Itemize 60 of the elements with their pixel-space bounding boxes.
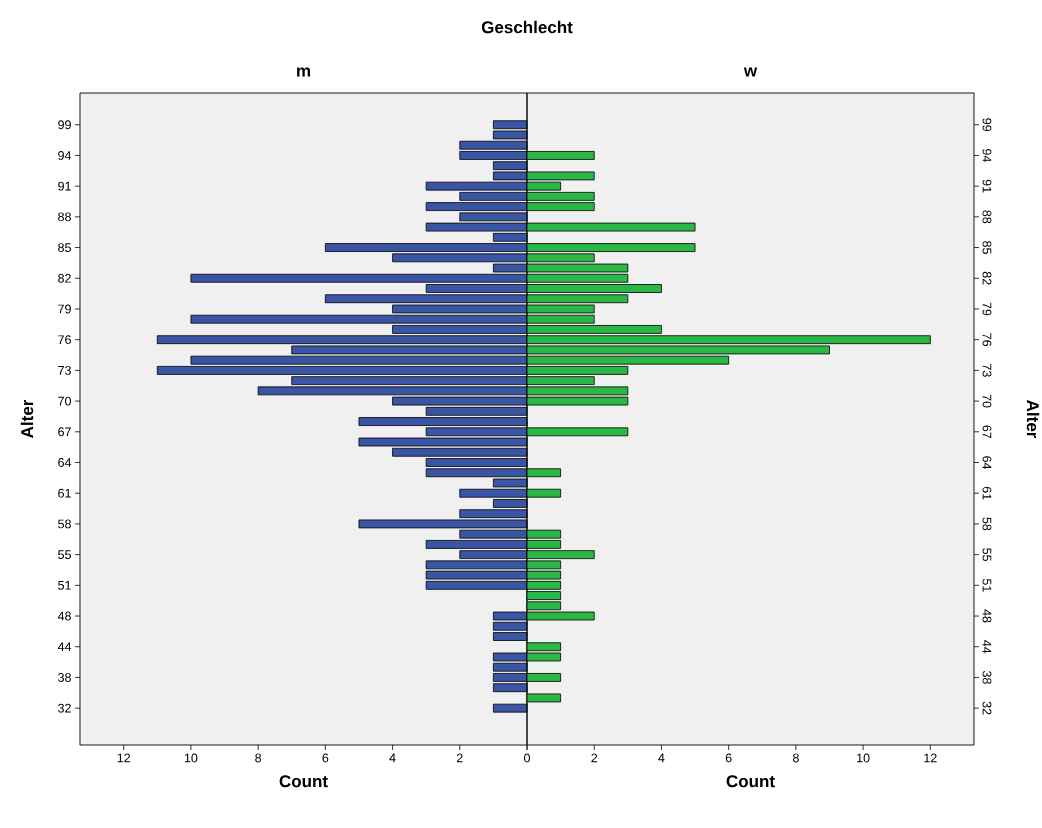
y-tick-label: 73 <box>58 365 71 375</box>
x-tick-label: 2 <box>456 753 463 763</box>
x-tick-label: 10 <box>184 753 198 763</box>
x-tick-label: 8 <box>255 753 262 763</box>
x-tick-label: 8 <box>792 753 799 763</box>
y-axis-title: Alter <box>20 399 34 438</box>
x-axis-title: Count <box>279 775 328 788</box>
y-tick-label: 44 <box>982 640 992 654</box>
x-tick-label: 12 <box>117 753 131 763</box>
y-tick-label: 67 <box>982 425 992 439</box>
y-tick-label: 73 <box>982 364 992 377</box>
x-tick-label: 0 <box>524 753 530 763</box>
y-tick-label: 82 <box>982 271 992 285</box>
chart-subtitle: w <box>743 67 758 77</box>
y-tick-label: 64 <box>982 456 992 470</box>
y-tick-label: 76 <box>58 335 71 345</box>
x-tick-label: 4 <box>658 753 665 763</box>
y-tick-label: 99 <box>58 120 71 130</box>
y-tick-label: 32 <box>982 701 992 715</box>
y-tick-label: 55 <box>58 550 71 559</box>
y-tick-label: 51 <box>982 578 992 592</box>
y-tick-label: 67 <box>58 427 71 437</box>
y-tick-label: 61 <box>58 488 71 498</box>
y-tick-label: 94 <box>982 149 992 163</box>
y-tick-label: 91 <box>982 179 992 193</box>
y-tick-label: 99 <box>982 118 992 132</box>
x-tick-label: 12 <box>924 753 937 763</box>
y-tick-label: 51 <box>58 580 71 590</box>
y-tick-label: 82 <box>58 273 71 283</box>
y-tick-label: 88 <box>982 210 992 224</box>
chart-subtitle: m <box>297 67 310 77</box>
y-tick-label: 88 <box>58 212 71 222</box>
y-tick-label: 85 <box>58 243 71 252</box>
y-tick-label: 38 <box>982 670 992 684</box>
y-tick-label: 79 <box>982 302 992 316</box>
y-tick-label: 70 <box>58 396 71 406</box>
y-tick-label: 58 <box>982 517 992 531</box>
y-tick-label: 44 <box>57 642 72 652</box>
chart-title: Geschlecht <box>481 20 573 34</box>
y-tick-label: 38 <box>58 673 71 682</box>
y-tick-label: 70 <box>982 394 992 408</box>
y-tick-label: 94 <box>58 151 72 160</box>
y-tick-label: 58 <box>58 519 71 529</box>
x-tick-label: 2 <box>591 753 598 763</box>
x-tick-label: 6 <box>725 753 732 763</box>
y-axis-title: Alter <box>1026 400 1040 439</box>
y-tick-label: 79 <box>58 304 71 314</box>
x-tick-label: 6 <box>322 753 329 763</box>
y-tick-label: 61 <box>982 486 992 500</box>
y-tick-label: 32 <box>58 703 71 713</box>
y-tick-label: 64 <box>58 458 72 467</box>
x-tick-label: 10 <box>857 753 870 763</box>
x-axis-title: Count <box>726 775 775 788</box>
y-tick-label: 48 <box>57 611 71 621</box>
y-tick-label: 85 <box>982 241 992 254</box>
x-tick-label: 4 <box>389 753 396 763</box>
y-tick-label: 48 <box>982 609 992 623</box>
y-tick-label: 55 <box>982 548 992 562</box>
y-tick-label: 91 <box>58 181 71 191</box>
y-tick-label: 76 <box>982 333 992 347</box>
